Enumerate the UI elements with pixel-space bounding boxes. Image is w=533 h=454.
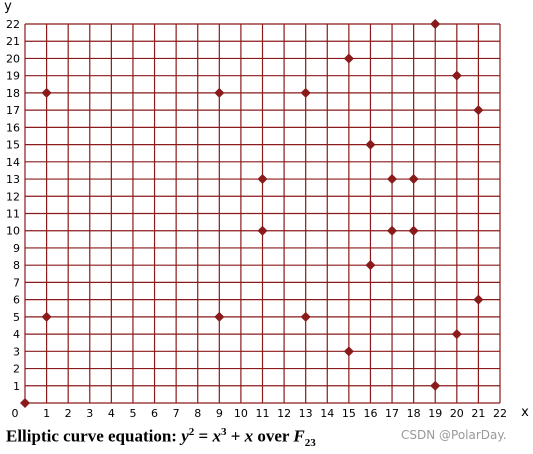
x-tick-labels: 0 1 2 3 4 5 6 7 8 9 10 11 12 13 14 15 16 17 18 19 20 21 22 bbox=[12, 407, 508, 420]
y-tick-label: 20 bbox=[6, 52, 20, 65]
data-point bbox=[451, 70, 462, 81]
caption-y: y bbox=[181, 426, 189, 446]
x-tick-label: 20 bbox=[450, 407, 464, 420]
caption-equals: = bbox=[194, 426, 213, 446]
y-tick-label: 5 bbox=[13, 311, 20, 324]
x-tick-label: 21 bbox=[471, 407, 485, 420]
data-point bbox=[214, 87, 225, 98]
y-tick-label: 16 bbox=[6, 121, 20, 134]
data-point bbox=[41, 311, 52, 322]
y-tick-label: 3 bbox=[13, 345, 20, 358]
x-tick-label: 6 bbox=[151, 407, 158, 420]
caption-field-subscript: 23 bbox=[304, 437, 316, 450]
y-tick-label: 2 bbox=[13, 363, 20, 376]
caption-prefix: Elliptic curve equation: bbox=[6, 426, 182, 446]
x-tick-label: 17 bbox=[385, 407, 399, 420]
data-point bbox=[387, 225, 398, 236]
x-tick-label: 10 bbox=[234, 407, 248, 420]
caption-field: F bbox=[293, 426, 305, 446]
data-point bbox=[343, 346, 354, 357]
x-tick-label: 19 bbox=[428, 407, 442, 420]
x-axis-label: x bbox=[521, 405, 529, 420]
y-tick-label: 12 bbox=[6, 190, 20, 203]
y-tick-label: 15 bbox=[6, 139, 20, 152]
y-tick-label: 6 bbox=[13, 294, 20, 307]
data-point bbox=[387, 174, 398, 185]
x-tick-label: 0 bbox=[12, 407, 19, 420]
y-tick-label: 19 bbox=[6, 70, 20, 83]
y-axis-label: y bbox=[4, 0, 12, 14]
y-tick-label: 21 bbox=[6, 35, 20, 48]
x-tick-label: 5 bbox=[129, 407, 136, 420]
x-tick-label: 1 bbox=[43, 407, 50, 420]
caption-over: over bbox=[253, 426, 294, 446]
grid-lines bbox=[24, 23, 501, 404]
y-tick-label: 7 bbox=[13, 276, 20, 289]
data-point bbox=[257, 225, 268, 236]
y-tick-label: 11 bbox=[6, 208, 20, 221]
x-tick-label: 2 bbox=[65, 407, 72, 420]
data-point bbox=[300, 311, 311, 322]
watermark: CSDN @PolarDay. bbox=[401, 428, 507, 442]
y-tick-label: 10 bbox=[6, 225, 20, 238]
x-tick-label: 8 bbox=[194, 407, 201, 420]
data-point bbox=[214, 311, 225, 322]
data-point bbox=[408, 225, 419, 236]
x-tick-label: 12 bbox=[277, 407, 291, 420]
data-point bbox=[343, 53, 354, 64]
data-point bbox=[20, 398, 30, 408]
x-tick-label: 14 bbox=[320, 407, 334, 420]
y-tick-label: 1 bbox=[13, 380, 20, 393]
x-tick-label: 13 bbox=[299, 407, 313, 420]
y-tick-label: 18 bbox=[6, 87, 20, 100]
y-tick-label: 8 bbox=[13, 259, 20, 272]
data-point bbox=[473, 105, 484, 116]
x-tick-label: 11 bbox=[256, 407, 270, 420]
data-point bbox=[408, 174, 419, 185]
data-point bbox=[257, 174, 268, 185]
data-point bbox=[365, 260, 376, 271]
caption-y-exponent: 2 bbox=[188, 426, 195, 438]
scatter-plot: 0 1 2 3 4 5 6 7 8 9 10 11 12 13 14 15 16 17 18 19 20 21 22 123… bbox=[4, 0, 529, 420]
caption-plus: + bbox=[226, 426, 245, 446]
data-point bbox=[300, 87, 311, 98]
caption-x1: x bbox=[212, 426, 221, 446]
x-tick-label: 18 bbox=[407, 407, 421, 420]
data-point bbox=[41, 87, 52, 98]
chart-caption: Elliptic curve equation: y2 = x3 + x ove… bbox=[6, 426, 316, 449]
y-tick-label: 13 bbox=[6, 173, 20, 186]
x-tick-label: 9 bbox=[216, 407, 223, 420]
x-tick-label: 15 bbox=[342, 407, 356, 420]
data-point bbox=[473, 294, 484, 305]
y-tick-label: 14 bbox=[6, 156, 20, 169]
data-point bbox=[430, 19, 441, 29]
y-tick-label: 17 bbox=[6, 104, 20, 117]
x-tick-label: 4 bbox=[108, 407, 115, 420]
y-tick-label: 22 bbox=[6, 18, 20, 31]
x-tick-label: 16 bbox=[363, 407, 377, 420]
data-point bbox=[365, 139, 376, 150]
y-tick-label: 4 bbox=[13, 328, 20, 341]
caption-x1-exponent: 3 bbox=[220, 426, 227, 438]
data-points bbox=[20, 19, 484, 408]
x-tick-label: 22 bbox=[493, 407, 507, 420]
data-point bbox=[430, 380, 441, 391]
x-tick-label: 7 bbox=[173, 407, 180, 420]
y-tick-label: 9 bbox=[13, 242, 20, 255]
data-point bbox=[451, 329, 462, 340]
caption-x2: x bbox=[244, 426, 254, 446]
x-tick-label: 3 bbox=[86, 407, 93, 420]
